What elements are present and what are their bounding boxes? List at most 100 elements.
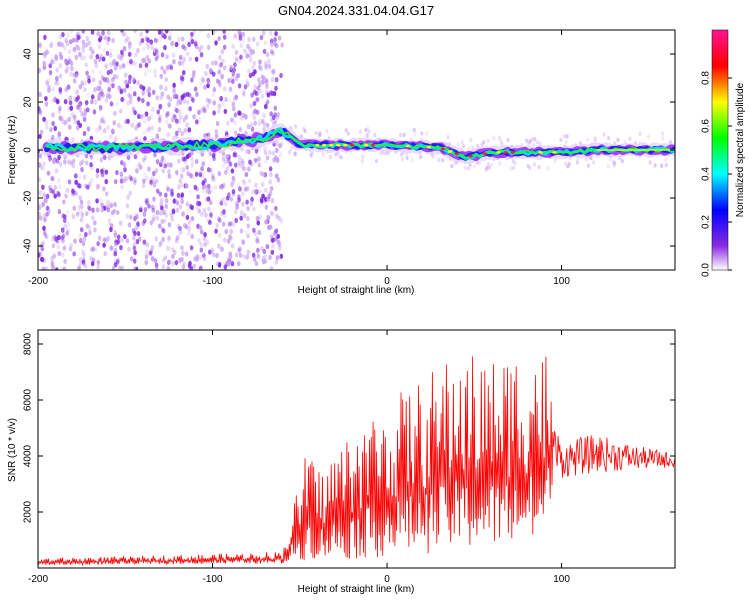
spectral-cell <box>75 89 79 95</box>
spectral-cell <box>419 154 423 160</box>
snr-series-line <box>38 356 675 567</box>
spectral-cell <box>142 118 147 124</box>
spectral-cell <box>274 259 279 265</box>
spectral-cell <box>265 83 269 89</box>
spectral-cell <box>137 162 142 168</box>
spectral-cell <box>169 65 174 71</box>
spectral-cell <box>161 228 166 234</box>
spectral-cell <box>170 191 174 197</box>
spectral-cell <box>235 204 240 210</box>
spectral-cell <box>254 261 259 267</box>
spectral-cell <box>100 168 104 174</box>
spectral-cell <box>93 87 97 93</box>
spectral-cell <box>180 256 184 263</box>
spectral-cell <box>217 243 221 249</box>
spectral-cell <box>227 261 231 267</box>
spectral-cell <box>225 165 230 172</box>
spectral-cell <box>528 139 532 144</box>
spectral-cell <box>159 73 163 79</box>
y-tick-label: 0 <box>23 147 34 153</box>
spectral-cell <box>49 42 53 48</box>
spectral-cell <box>364 127 368 133</box>
spectral-cell <box>177 127 182 133</box>
spectral-cell <box>223 213 227 219</box>
spectral-cell <box>270 49 274 55</box>
spectral-cell <box>620 158 624 164</box>
spectral-cell <box>200 76 205 82</box>
spectral-cell <box>218 217 222 223</box>
spectral-cell <box>42 225 46 231</box>
spectral-cell <box>231 78 235 85</box>
spectral-cell <box>220 73 224 79</box>
spectral-cell <box>190 39 195 45</box>
spectral-cell <box>93 227 97 233</box>
spectral-cell <box>80 204 84 210</box>
spectral-cell <box>194 56 199 62</box>
spectral-cell <box>67 179 72 185</box>
spectral-cell <box>80 111 84 117</box>
spectral-cell <box>613 141 617 146</box>
spectral-cell <box>215 30 219 33</box>
spectral-cell <box>230 221 234 227</box>
spectral-cell <box>198 265 203 270</box>
spectral-cell <box>168 123 172 129</box>
spectral-cell <box>95 168 100 174</box>
spectral-cell <box>149 39 154 45</box>
spectral-cell <box>269 30 273 36</box>
spectral-cell <box>253 230 258 237</box>
spectral-cell <box>437 157 441 163</box>
spectral-cell <box>133 30 137 33</box>
spectral-cell <box>160 91 165 97</box>
spectral-cell <box>63 258 67 264</box>
spectral-cell <box>72 190 77 196</box>
spectral-cell <box>116 209 120 216</box>
spectral-cell <box>132 266 137 270</box>
spectral-cell <box>164 203 169 209</box>
spectral-cell <box>101 30 105 36</box>
spectral-cell <box>95 53 100 60</box>
spectral-cell <box>441 157 445 163</box>
spectral-cell <box>145 54 150 60</box>
spectral-cell <box>126 154 131 161</box>
spectral-cell <box>263 253 268 259</box>
spectral-cell <box>586 137 590 143</box>
spectral-cell <box>233 33 238 39</box>
spectral-cell <box>171 247 175 253</box>
spectral-cell <box>279 253 284 259</box>
spectral-cell <box>153 47 157 54</box>
spectral-cell <box>190 216 195 222</box>
spectral-cell <box>105 93 110 99</box>
spectral-cell <box>239 42 244 49</box>
spectral-cell <box>206 103 210 109</box>
spectral-cell <box>187 41 191 47</box>
spectral-cell <box>65 209 70 215</box>
spectral-cell <box>564 161 568 166</box>
spectral-cell <box>288 149 292 154</box>
spectral-cell <box>278 254 282 261</box>
spectral-cell <box>228 221 232 227</box>
y-tick-label: 40 <box>23 48 34 60</box>
spectral-cell <box>336 150 340 155</box>
spectral-cell <box>82 113 86 120</box>
spectral-cell <box>566 164 570 169</box>
spectral-cell <box>367 129 371 135</box>
spectral-cell <box>469 137 473 143</box>
spectral-cell <box>45 193 50 199</box>
spectral-cell <box>180 76 185 82</box>
spectral-cell <box>193 256 197 262</box>
spectral-cell <box>177 184 181 190</box>
spectral-cell <box>170 216 175 222</box>
spectral-cell <box>87 199 91 206</box>
spectral-cell <box>82 252 86 258</box>
spectral-cell <box>346 131 350 136</box>
spectral-cell <box>238 246 242 252</box>
spectral-cell <box>158 103 163 110</box>
spectral-cell <box>158 95 162 102</box>
spectral-cell <box>199 107 204 113</box>
spectral-cell <box>257 229 262 236</box>
spectral-cell <box>211 173 215 179</box>
spectral-cell <box>498 136 502 141</box>
spectral-cell <box>165 184 170 190</box>
spectral-cell <box>167 131 171 138</box>
spectral-cell <box>199 51 204 57</box>
